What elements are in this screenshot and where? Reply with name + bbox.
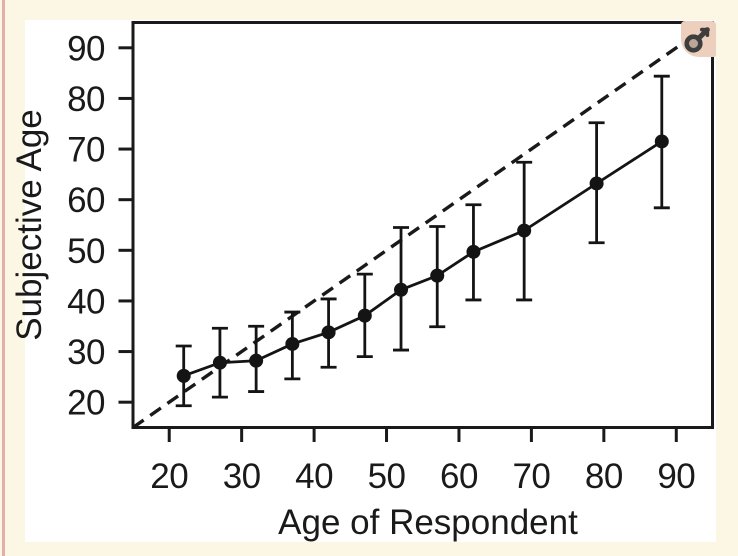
data-point [176,368,191,383]
x-tick-label: 60 [440,457,478,496]
y-tick-label: 80 [67,80,105,119]
y-tick-label: 40 [67,282,105,321]
plot-frame [131,21,714,429]
x-tick-label: 20 [150,457,188,496]
x-tick-label: 40 [295,457,333,496]
data-point [249,353,264,368]
male-symbol-icon [684,27,710,53]
data-point [394,282,409,297]
left-accent-border [2,0,5,556]
data-point [430,268,445,283]
x-tick-label: 80 [585,457,623,496]
y-tick-label: 50 [67,232,105,271]
figure-panel [25,20,716,542]
data-point [285,336,300,351]
y-axis-label: Subjective Age [10,109,49,341]
identity-line [132,21,714,429]
data-point [212,355,227,370]
data-point [321,325,336,340]
data-point [654,134,669,149]
data-point [357,308,372,323]
y-tick-label: 70 [67,131,105,170]
y-tick-label: 90 [67,29,105,68]
x-axis-label: Age of Respondent [278,503,578,542]
data-point [589,176,604,191]
data-point [517,223,532,238]
x-tick-label: 30 [223,457,261,496]
y-tick-label: 30 [67,333,105,372]
y-tick-label: 60 [67,181,105,220]
image-overlay-button[interactable] [681,21,716,57]
x-tick-label: 50 [368,457,406,496]
data-point [466,244,481,259]
y-tick-label: 20 [67,384,105,423]
x-tick-label: 90 [657,457,695,496]
x-tick-label: 70 [512,457,550,496]
